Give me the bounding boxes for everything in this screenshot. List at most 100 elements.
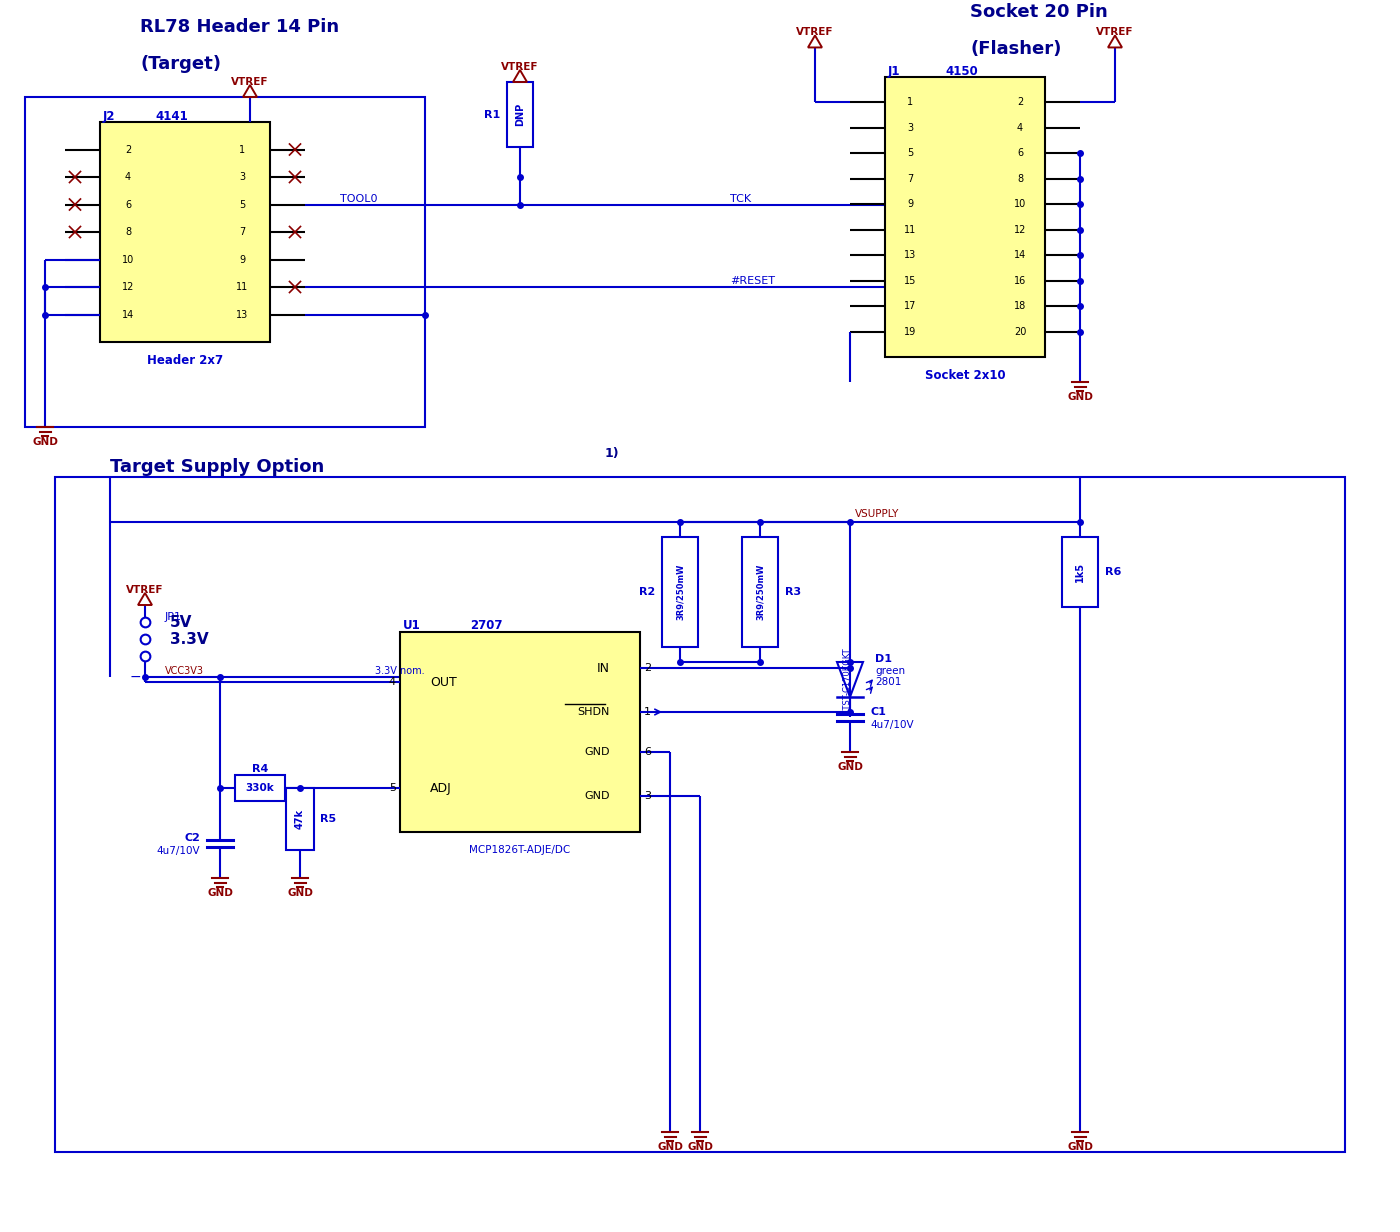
Bar <box>885 78 1044 357</box>
Text: J2: J2 <box>104 110 116 122</box>
Text: 4141: 4141 <box>155 110 188 122</box>
Text: C1: C1 <box>869 707 886 717</box>
Text: JP1: JP1 <box>165 612 182 622</box>
Text: 4: 4 <box>125 172 132 182</box>
Text: GND: GND <box>32 437 57 447</box>
Text: OUT: OUT <box>430 675 456 689</box>
Text: Socket 2x10: Socket 2x10 <box>924 368 1005 382</box>
Text: DNP: DNP <box>515 103 525 126</box>
Text: R5: R5 <box>321 814 336 824</box>
Text: ADJ: ADJ <box>430 781 452 795</box>
Text: VTREF: VTREF <box>231 78 269 87</box>
Text: GND: GND <box>207 888 232 898</box>
Text: 1): 1) <box>605 447 620 460</box>
Bar <box>99 122 270 342</box>
Text: 6: 6 <box>1016 148 1023 159</box>
Text: 6: 6 <box>644 747 651 756</box>
Bar <box>662 537 699 647</box>
Text: 1k5: 1k5 <box>1075 562 1085 582</box>
Text: 7: 7 <box>239 227 245 237</box>
Text: 6: 6 <box>125 200 132 209</box>
Text: 3R9/250mW: 3R9/250mW <box>676 564 685 620</box>
Text: 20: 20 <box>1014 326 1026 336</box>
Bar <box>25 97 426 428</box>
Text: GND: GND <box>657 1142 683 1152</box>
Text: 330k: 330k <box>245 784 274 793</box>
Text: 4: 4 <box>1016 123 1023 133</box>
Text: 3: 3 <box>907 123 913 133</box>
Text: 3.3V: 3.3V <box>169 632 209 647</box>
Text: R1: R1 <box>484 110 500 120</box>
Text: GND: GND <box>1067 1142 1093 1152</box>
Text: 2: 2 <box>644 663 651 673</box>
Text: 1: 1 <box>239 144 245 154</box>
Text: VCC3V3: VCC3V3 <box>165 667 204 676</box>
Text: 2801: 2801 <box>875 678 902 687</box>
Text: VTREF: VTREF <box>1096 27 1134 37</box>
Bar <box>286 788 314 850</box>
Text: D1: D1 <box>875 654 892 664</box>
Text: 2707: 2707 <box>470 618 503 632</box>
Text: Header 2x7: Header 2x7 <box>147 354 223 366</box>
Text: 11: 11 <box>904 224 916 235</box>
Text: 3.3V nom.: 3.3V nom. <box>375 667 424 676</box>
Text: U1: U1 <box>403 618 421 632</box>
Text: GND: GND <box>687 1142 713 1152</box>
Text: 13: 13 <box>904 250 916 260</box>
Text: 17: 17 <box>904 301 916 312</box>
Text: 10: 10 <box>122 255 134 265</box>
Text: 8: 8 <box>1016 174 1023 184</box>
Text: 8: 8 <box>125 227 132 237</box>
Bar <box>400 632 640 832</box>
Text: 5: 5 <box>907 148 913 159</box>
Bar <box>55 477 1345 1152</box>
Bar <box>742 537 778 647</box>
Text: 9: 9 <box>907 200 913 209</box>
Text: 5: 5 <box>389 784 396 793</box>
Text: R3: R3 <box>785 586 801 598</box>
Text: 4u7/10V: 4u7/10V <box>157 846 200 856</box>
Text: (Target): (Target) <box>140 55 221 73</box>
Text: 1: 1 <box>907 97 913 107</box>
Text: green: green <box>875 667 906 676</box>
Text: 4: 4 <box>389 678 396 687</box>
Text: 7: 7 <box>907 174 913 184</box>
Text: TCK: TCK <box>729 193 752 203</box>
Text: 3: 3 <box>239 172 245 182</box>
Text: MCP1826T-ADJE/DC: MCP1826T-ADJE/DC <box>469 845 571 855</box>
Bar <box>507 83 533 147</box>
Text: GND: GND <box>837 763 862 772</box>
Text: Socket 20 Pin: Socket 20 Pin <box>970 2 1107 21</box>
Text: (Flasher): (Flasher) <box>970 39 1061 58</box>
Text: 15: 15 <box>904 276 916 286</box>
Text: 3R9/250mW: 3R9/250mW <box>756 564 764 620</box>
Bar <box>235 775 286 801</box>
Text: IN: IN <box>596 662 610 674</box>
Text: 5: 5 <box>239 200 245 209</box>
Bar <box>1063 537 1098 607</box>
Text: GND: GND <box>585 791 610 801</box>
Text: −: − <box>129 670 141 684</box>
Text: SHDN: SHDN <box>578 707 610 717</box>
Text: 11: 11 <box>235 282 248 292</box>
Text: 4u7/10V: 4u7/10V <box>869 719 914 731</box>
Text: 10: 10 <box>1014 200 1026 209</box>
Text: VSUPPLY: VSUPPLY <box>855 509 899 519</box>
Text: 14: 14 <box>1014 250 1026 260</box>
Text: 4150: 4150 <box>945 64 977 78</box>
Text: VTREF: VTREF <box>126 585 164 595</box>
Text: 2: 2 <box>125 144 132 154</box>
Text: 5V: 5V <box>169 615 192 630</box>
Text: R4: R4 <box>252 764 269 774</box>
Text: 12: 12 <box>122 282 134 292</box>
Text: 12: 12 <box>1014 224 1026 235</box>
Text: GND: GND <box>585 747 610 756</box>
Text: 13: 13 <box>235 309 248 319</box>
Text: Target Supply Option: Target Supply Option <box>111 458 325 476</box>
Text: R6: R6 <box>1105 567 1121 577</box>
Text: VTREF: VTREF <box>797 27 834 37</box>
Text: TOOL0: TOOL0 <box>340 193 378 203</box>
Text: 16: 16 <box>1014 276 1026 286</box>
Text: 3: 3 <box>644 791 651 801</box>
Text: 14: 14 <box>122 309 134 319</box>
